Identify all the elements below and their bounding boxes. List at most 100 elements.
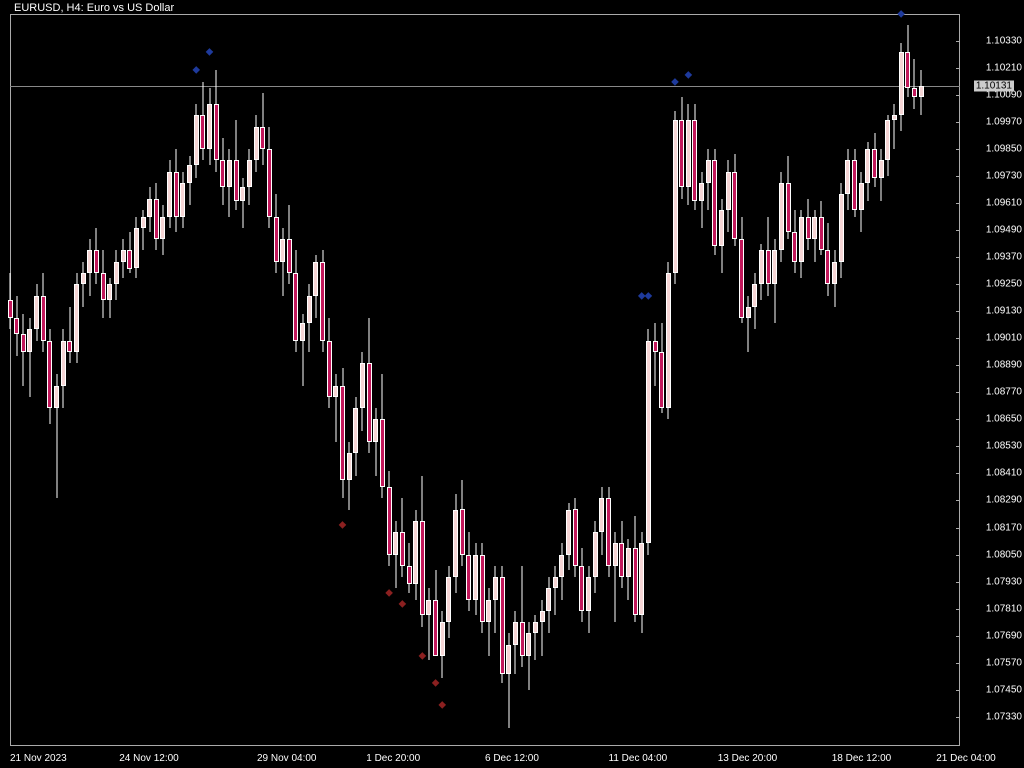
candle	[360, 352, 365, 431]
x-axis-label: 11 Dec 04:00	[609, 753, 668, 764]
candle	[373, 408, 378, 476]
candle	[653, 323, 658, 386]
candle	[54, 374, 59, 498]
candle	[865, 142, 870, 201]
y-tick	[956, 284, 960, 285]
candle	[712, 149, 717, 255]
candle	[21, 314, 26, 386]
candle	[872, 133, 877, 187]
candle	[8, 273, 13, 329]
candle	[267, 127, 272, 228]
candle	[639, 532, 644, 633]
y-tick	[956, 338, 960, 339]
candle	[706, 149, 711, 210]
candle	[413, 510, 418, 600]
x-axis-label: 1 Dec 20:00	[366, 753, 420, 764]
candle	[486, 588, 491, 656]
candle	[61, 329, 66, 408]
candle	[786, 156, 791, 239]
y-axis-label: 1.09970	[986, 117, 1022, 128]
candle	[792, 210, 797, 273]
candle	[433, 570, 438, 656]
chart-title: EURUSD, H4: Euro vs US Dollar	[14, 2, 174, 14]
y-tick	[956, 663, 960, 664]
candle	[127, 232, 132, 273]
candle	[280, 228, 285, 296]
y-tick	[956, 636, 960, 637]
candle	[466, 532, 471, 611]
candle	[533, 615, 538, 660]
y-tick	[956, 257, 960, 258]
candle	[107, 278, 112, 319]
y-axis-label: 1.09730	[986, 171, 1022, 182]
candle	[27, 318, 32, 397]
candle	[506, 633, 511, 728]
y-axis-label: 1.07450	[986, 684, 1022, 695]
candle	[101, 250, 106, 318]
candle	[719, 199, 724, 273]
candle	[480, 543, 485, 633]
candle	[234, 120, 239, 210]
candle	[114, 250, 119, 300]
y-tick	[956, 609, 960, 610]
marker-up-icon: ◆	[398, 599, 406, 610]
y-tick	[956, 528, 960, 529]
candle	[174, 149, 179, 232]
candle	[912, 59, 917, 109]
candle	[460, 480, 465, 566]
candle	[553, 566, 558, 616]
x-axis-label: 21 Nov 2023	[10, 753, 67, 764]
candle	[440, 611, 445, 679]
candle	[14, 296, 19, 357]
y-axis-label: 1.10330	[986, 36, 1022, 47]
y-tick	[956, 446, 960, 447]
candle	[407, 543, 412, 593]
y-tick	[956, 500, 960, 501]
candle	[180, 172, 185, 228]
candle	[387, 471, 392, 566]
marker-down-icon: ◆	[684, 69, 692, 80]
candle	[94, 228, 99, 284]
chart-plot-area[interactable]	[10, 14, 960, 746]
candle	[333, 374, 338, 442]
y-axis-label: 1.08170	[986, 522, 1022, 533]
y-axis-label: 1.08890	[986, 360, 1022, 371]
candle	[307, 284, 312, 352]
candle	[885, 115, 890, 176]
candle	[293, 250, 298, 351]
candle	[626, 539, 631, 600]
candle	[340, 368, 345, 499]
x-axis-label: 6 Dec 12:00	[485, 753, 539, 764]
candle	[367, 318, 372, 453]
y-tick	[956, 717, 960, 718]
y-tick	[956, 176, 960, 177]
candle	[34, 284, 39, 340]
chart-container[interactable]: EURUSD, H4: Euro vs US Dollar 1.07330 1.0…	[0, 0, 1024, 768]
candle	[41, 273, 46, 352]
candle	[806, 199, 811, 251]
y-tick	[956, 473, 960, 474]
candle	[526, 622, 531, 690]
candle	[74, 273, 79, 363]
y-axis-label: 1.09010	[986, 333, 1022, 344]
y-tick	[956, 392, 960, 393]
candle	[214, 70, 219, 171]
candle	[633, 516, 638, 622]
y-axis-label: 1.09370	[986, 252, 1022, 263]
y-tick	[956, 311, 960, 312]
candle	[67, 307, 72, 363]
marker-up-icon: ◆	[438, 700, 446, 711]
candle	[825, 223, 830, 295]
x-axis-label: 24 Nov 12:00	[119, 753, 179, 764]
candle	[254, 115, 259, 171]
y-axis-label: 1.07690	[986, 630, 1022, 641]
y-tick	[956, 365, 960, 366]
y-tick	[956, 122, 960, 123]
candle	[260, 93, 265, 165]
candle	[879, 149, 884, 201]
marker-down-icon: ◆	[897, 9, 905, 20]
candle	[420, 476, 425, 627]
candle	[772, 239, 777, 322]
y-axis-label: 1.09130	[986, 306, 1022, 317]
y-axis-label: 1.07330	[986, 711, 1022, 722]
